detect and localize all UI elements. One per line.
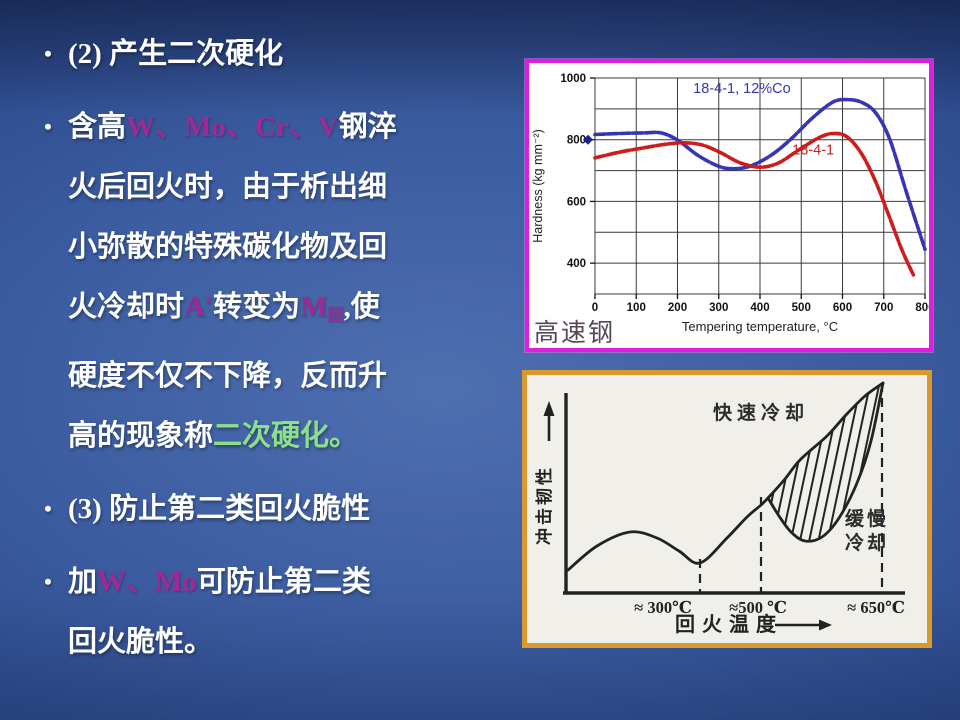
text-segment: 钢淬 bbox=[338, 111, 397, 143]
curve-fast-cooling bbox=[566, 381, 885, 572]
x-tick-label: 500 bbox=[792, 302, 811, 314]
y-tick-label: 600 bbox=[567, 196, 586, 208]
x-axis-title: Tempering temperature, °C bbox=[682, 319, 838, 334]
highlight-magenta: W、Mo bbox=[97, 565, 197, 598]
x-tick-label: ≈500 ℃ bbox=[729, 598, 787, 617]
bullet-line: 火冷却时A′转变为M回,使 bbox=[68, 277, 540, 346]
bullet-item-1: • (2) 产生二次硬化 bbox=[28, 24, 540, 84]
text-segment: 硬度不仅不下降，反而升 bbox=[68, 359, 388, 392]
bullet-line: 加W、Mo可防止第二类 bbox=[68, 552, 540, 612]
toughness-schematic-panel: 冲击韧性 快速冷却缓慢 冷却 ≈ 300℃ ≈500 ℃ ≈ 650℃ 回火温度 bbox=[522, 370, 932, 648]
text-segment: 高的现象称 bbox=[68, 419, 214, 452]
x-tick-label: ≈ 300℃ bbox=[634, 598, 692, 617]
text-segment: 火后回火时，由于析出细 bbox=[68, 171, 388, 203]
x-axis-title-huiwenduo: 回火温度 bbox=[675, 612, 783, 636]
diamond-marker bbox=[583, 134, 593, 145]
y-tick-label: 1000 bbox=[560, 73, 586, 85]
hardness-chart-svg: 0 100 200 300 400 500 600 700 800 400 600 800 1000 Te… bbox=[531, 73, 935, 347]
bullet-item-3: • (3) 防止第二类回火脆性 bbox=[28, 479, 540, 539]
bullet-dot: • bbox=[44, 568, 52, 594]
text-segment: (3) 防止第二类回火脆性 bbox=[68, 492, 371, 525]
y-axis-title: Hardness (kg mm⁻²) bbox=[531, 129, 545, 243]
x-arrow-head bbox=[819, 619, 832, 631]
series-label: 18-4-1 bbox=[792, 143, 834, 159]
bullet-line: 硬度不仅不下降，反而升 bbox=[68, 346, 540, 406]
x-tick-label: 400 bbox=[750, 302, 769, 314]
text-segment: 可防止第二类 bbox=[196, 565, 371, 598]
highlight-green: 二次硬化。 bbox=[213, 419, 359, 452]
text-segment: 小弥散的特殊碳化物及回 bbox=[68, 231, 388, 263]
bullet-line: (2) 产生二次硬化 bbox=[68, 24, 540, 84]
x-tick-label: 100 bbox=[627, 302, 646, 314]
curve-label: 快速冷却 bbox=[713, 401, 809, 424]
hardness-chart-panel: 0 100 200 300 400 500 600 700 800 400 600 800 1000 Te… bbox=[525, 59, 935, 352]
x-tick-label: 300 bbox=[709, 302, 728, 314]
curve-18-4-1 bbox=[593, 131, 916, 277]
y-tick-label: 400 bbox=[567, 258, 586, 270]
y-arrow-head bbox=[543, 401, 555, 416]
y-tick-label: 800 bbox=[567, 135, 586, 147]
x-tick-label: ≈ 650℃ bbox=[847, 598, 905, 617]
curve-slow-cooling bbox=[766, 381, 885, 543]
text-segment: 火冷却时 bbox=[68, 291, 185, 323]
highlight-magenta: W、Mo、Cr、V bbox=[126, 111, 339, 143]
bullet-line: 小弥散的特殊碳化物及回 bbox=[68, 217, 540, 277]
bullet-line: (3) 防止第二类回火脆性 bbox=[68, 479, 540, 539]
curve-label: 缓慢 bbox=[845, 507, 889, 530]
highlight-magenta: A′ bbox=[184, 291, 214, 323]
bullet-item-4: • 加W、Mo可防止第二类回火脆性。 bbox=[28, 552, 540, 672]
bullet-line: 含高W、Mo、Cr、V钢淬 bbox=[68, 97, 540, 157]
y-axis-title-toughness: 冲击韧性 bbox=[534, 465, 554, 545]
bullet-line: 高的现象称二次硬化。 bbox=[68, 406, 540, 466]
text-segment: 回火脆性。 bbox=[68, 625, 214, 658]
series-label: 18-4-1, 12%Co bbox=[693, 81, 791, 97]
x-tick-label: 800 bbox=[915, 302, 929, 314]
curve-18-4-1-12-Co bbox=[593, 97, 927, 252]
bullet-item-2: • 含高W、Mo、Cr、V钢淬 火后回火时，由于析出细 小弥散的特殊碳化物及回 火冷却时… bbox=[28, 97, 540, 466]
bullet-dot: • bbox=[44, 114, 52, 139]
x-tick-label: 600 bbox=[833, 302, 852, 314]
text-segment: ,使 bbox=[343, 291, 380, 323]
bullet-dot: • bbox=[44, 495, 52, 521]
x-tick-label: 700 bbox=[874, 302, 893, 314]
text-segment: 转变为 bbox=[213, 291, 301, 323]
x-tick-label: 0 bbox=[592, 302, 598, 314]
bullet-line: 火后回火时，由于析出细 bbox=[68, 157, 540, 217]
highlight-magenta: M bbox=[300, 291, 328, 323]
curve-label: 冷却 bbox=[845, 531, 889, 554]
bullet-text-block: • (2) 产生二次硬化 • 含高W、Mo、Cr、V钢淬火后回火时，由于析出细 小弥散的… bbox=[28, 24, 540, 685]
bullet-line: 回火脆性。 bbox=[68, 612, 540, 672]
hatched-region bbox=[768, 383, 883, 541]
text-segment: 加 bbox=[68, 565, 98, 598]
text-segment: (2) 产生二次硬化 bbox=[68, 38, 284, 70]
x-tick-label: 200 bbox=[668, 302, 687, 314]
bullet-dot: • bbox=[44, 41, 52, 66]
text-segment: 含高 bbox=[68, 111, 127, 143]
highlight-magenta: 回 bbox=[327, 306, 344, 324]
corner-label-gaosugang: 高速钢 bbox=[534, 319, 615, 347]
